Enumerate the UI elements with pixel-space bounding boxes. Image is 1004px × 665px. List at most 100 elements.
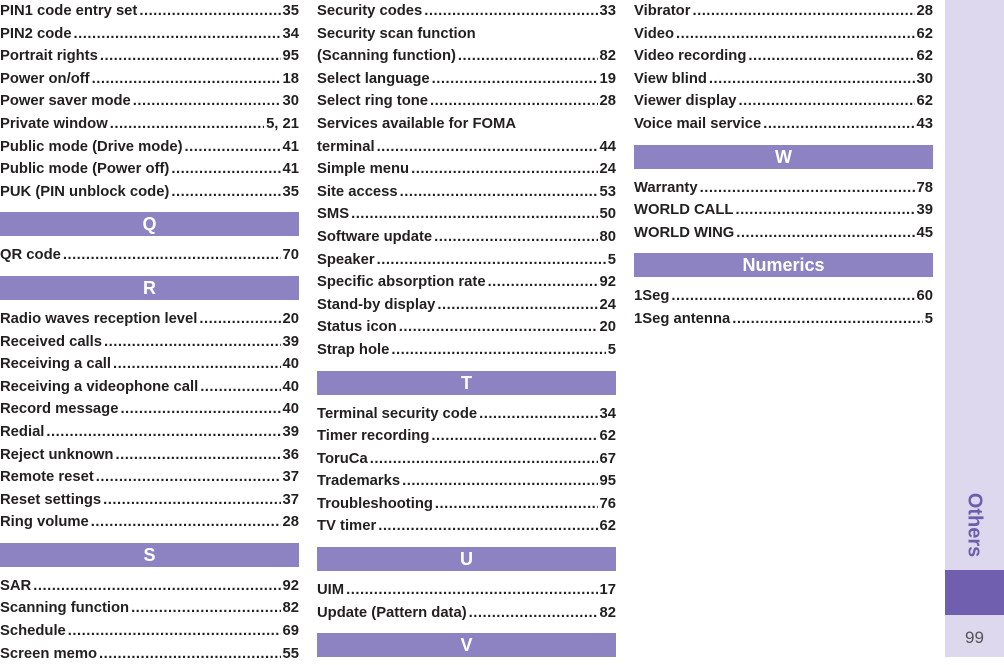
entry-page: 37 (282, 491, 299, 508)
entry-term: Schedule (0, 623, 66, 640)
index-entry: Ring volume.............................… (0, 511, 299, 534)
entry-term: terminal (317, 138, 375, 155)
entry-term: Receiving a call (0, 356, 112, 373)
section-header: R (0, 275, 299, 300)
index-entry: Vibrator................................… (634, 0, 933, 23)
leader-dots: ........................................… (434, 495, 598, 512)
leader-dots: ........................................… (109, 115, 264, 132)
entry-term: Simple menu (317, 161, 410, 178)
leader-dots: ........................................… (171, 161, 281, 178)
entry-page: 62 (916, 48, 933, 65)
section-header: U (317, 547, 616, 572)
entry-term: Received calls (0, 333, 103, 350)
entry-term: 1Seg antenna (634, 310, 731, 327)
entry-page: 67 (599, 450, 616, 467)
leader-dots: ........................................… (91, 70, 281, 87)
index-entry: Software update.........................… (317, 226, 616, 249)
entry-term: PIN1 code entry set (0, 3, 138, 19)
index-entry: Scanning function.......................… (0, 597, 299, 620)
leader-dots: ........................................… (398, 319, 598, 336)
entry-term: Viewer display (634, 93, 737, 110)
leader-dots: ........................................… (399, 183, 598, 200)
entry-term: Screen memo (0, 645, 98, 662)
entry-page: 20 (599, 319, 616, 336)
index-entry: PIN2 code...............................… (0, 23, 299, 46)
index-entry: Trademarks..............................… (317, 470, 616, 493)
leader-dots: ........................................… (378, 518, 598, 535)
entry-page: 92 (599, 274, 616, 291)
entry-page: 95 (282, 48, 299, 65)
entry-term: (Scanning function) (317, 48, 456, 65)
entry-page: 28 (916, 3, 933, 19)
entry-term: Video (634, 25, 675, 42)
index-entry: ToruCa..................................… (317, 448, 616, 471)
entry-term: Status icon (317, 319, 397, 336)
index-entry: SAR.....................................… (0, 575, 299, 598)
index-entry: WORLD CALL..............................… (634, 199, 933, 222)
entry-term: Reset settings (0, 491, 102, 508)
index-entry: QR code.................................… (0, 244, 299, 267)
entry-page: 18 (282, 70, 299, 87)
leader-dots: ........................................… (120, 401, 280, 418)
leader-dots: ........................................… (200, 378, 281, 395)
leader-dots: ........................................… (431, 70, 598, 87)
index-entry: UIM.....................................… (317, 579, 616, 602)
index-entry: Security codes..........................… (317, 0, 616, 23)
entry-term: QR code (0, 247, 61, 264)
entry-term: Trademarks (317, 473, 401, 490)
entry-page: 19 (599, 70, 616, 87)
section-sidebar: Others 99 (945, 0, 1004, 657)
leader-dots: ........................................… (113, 356, 281, 373)
entry-term: UIM (317, 582, 345, 599)
index-entry: Remote reset............................… (0, 466, 299, 489)
leader-dots: ........................................… (692, 3, 915, 19)
entry-term: 1Seg (634, 288, 670, 305)
leader-dots: ........................................… (479, 405, 597, 422)
leader-dots: ........................................… (430, 93, 598, 110)
leader-dots: ........................................… (99, 645, 280, 662)
index-entry: Public mode (Power off).................… (0, 158, 299, 181)
entry-term: Site access (317, 183, 398, 200)
entry-page: 69 (282, 623, 299, 640)
entry-page: 39 (282, 423, 299, 440)
entry-page: 82 (282, 600, 299, 617)
page-number: 99 (965, 628, 984, 647)
leader-dots: ........................................… (676, 25, 915, 42)
index-entry: Reset settings..........................… (0, 489, 299, 512)
entry-page: 17 (599, 582, 616, 599)
section-header: Numerics (634, 253, 933, 278)
entry-term: Reject unknown (0, 446, 114, 463)
index-entry: terminal................................… (317, 136, 616, 159)
index-entry: Radio waves reception level.............… (0, 308, 299, 331)
leader-dots: ........................................… (736, 224, 914, 241)
index-entry: PIN1 code entry set.....................… (0, 0, 299, 23)
entry-page: 37 (282, 469, 299, 486)
entry-page: 95 (599, 473, 616, 490)
entry-term: Stand-by display (317, 296, 436, 313)
entry-term: WORLD WING (634, 224, 735, 241)
entry-term: Power saver mode (0, 93, 131, 110)
leader-dots: ........................................… (437, 296, 597, 313)
entry-page: 62 (916, 25, 933, 42)
entry-page: 70 (282, 247, 299, 264)
index-entry-line: Security scan function (317, 25, 476, 42)
entry-term: Portrait rights (0, 48, 98, 65)
leader-dots: ........................................… (90, 514, 281, 531)
entry-term: Software update (317, 228, 433, 245)
entry-term: Strap hole (317, 341, 390, 358)
index-entry: PUK (PIN unblock code)..................… (0, 181, 299, 204)
entry-term: Voice mail service (634, 115, 762, 132)
leader-dots: ........................................… (131, 600, 280, 617)
entry-page: 34 (599, 405, 616, 422)
index-entry: Video...................................… (634, 23, 933, 46)
entry-page: 5 (924, 310, 933, 327)
entry-term: PIN2 code (0, 25, 72, 42)
entry-term: Public mode (Drive mode) (0, 138, 183, 155)
entry-page: 33 (599, 3, 616, 19)
entry-term: Redial (0, 423, 45, 440)
entry-term: Security codes (317, 3, 423, 19)
entry-term: Select ring tone (317, 93, 428, 110)
leader-dots: ........................................… (434, 228, 597, 245)
index-entry: Strap hole..............................… (317, 339, 616, 362)
index-entry: Receiving a call........................… (0, 353, 299, 376)
